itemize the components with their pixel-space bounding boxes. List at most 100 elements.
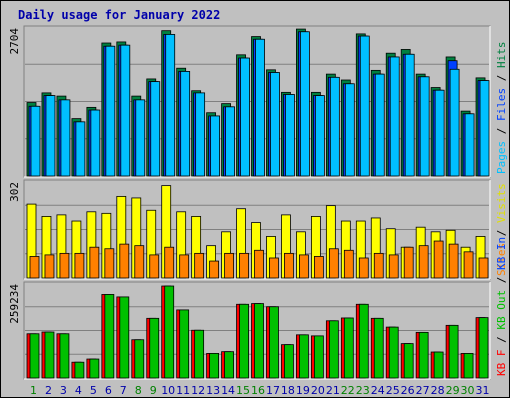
bar-kb-in-out-kb-in <box>194 329 205 379</box>
bar-pages-files-hits-pages <box>300 31 310 177</box>
bar-kb-in-out-kb-in <box>418 331 429 379</box>
legend-pages-files-hits: Pages / Files / Hits <box>495 42 508 175</box>
x-tick-label: 3 <box>60 384 67 397</box>
bar-pages-files-hits-pages <box>240 57 250 177</box>
x-tick-label: 31 <box>476 384 490 397</box>
legend-entry: / <box>495 121 508 141</box>
x-tick-label: 27 <box>416 384 430 397</box>
bar-kb-in-out-kb-in <box>269 306 279 379</box>
x-tick-label: 4 <box>75 384 82 397</box>
x-tick-label: 21 <box>326 384 340 397</box>
x-tick-label: 29 <box>446 384 460 397</box>
x-tick-label: 8 <box>135 384 142 397</box>
x-tick-label: 13 <box>206 384 220 397</box>
x-tick-label: 17 <box>266 384 280 397</box>
x-tick-label: 30 <box>461 384 475 397</box>
bar-visits-sites-sites <box>418 245 429 279</box>
bar-kb-in-out-kb-in <box>403 343 414 379</box>
x-tick-label: 24 <box>371 384 385 397</box>
x-tick-label: 19 <box>296 384 310 397</box>
legend-entry: KB In <box>495 237 508 270</box>
x-tick-label: 25 <box>386 384 400 397</box>
bar-kb-in-out-kb-in <box>74 361 85 379</box>
legend-entry: KB Out <box>495 290 508 330</box>
legend-visits-sites: Sites / Visits <box>495 183 508 276</box>
bar-kb-in-out-kb-in <box>463 353 474 379</box>
bar-kb-in-out-kb-in <box>388 326 399 379</box>
bar-kb-in-out-kb-in <box>44 331 55 379</box>
bar-visits-sites-sites <box>254 249 264 279</box>
legend-entry: / <box>495 270 508 290</box>
bar-kb-in-out-kb-in <box>104 294 115 379</box>
x-tick-label: 9 <box>150 384 157 397</box>
ymax-label-visits-sites: 302 <box>8 182 21 202</box>
x-tick-label: 23 <box>356 384 370 397</box>
bar-kb-in-out-kb-in <box>313 335 324 379</box>
chart-title: Daily usage for January 2022 <box>18 8 221 22</box>
x-tick-label: 6 <box>105 384 112 397</box>
x-tick-label: 14 <box>221 384 235 397</box>
bar-pages-files-hits-pages <box>30 105 41 177</box>
bar-pages-files-hits-pages <box>449 68 460 177</box>
x-tick-label: 12 <box>191 384 205 397</box>
x-tick-label: 5 <box>90 384 97 397</box>
x-tick-label: 1 <box>30 384 37 397</box>
ymax-label-kb-in-out: 259234 <box>8 284 21 324</box>
x-tick-label: 15 <box>236 384 250 397</box>
bar-kb-in-out-kb-in <box>239 303 249 379</box>
bar-pages-files-hits-pages <box>359 35 370 177</box>
bar-visits-sites-sites <box>74 252 85 279</box>
bar-pages-files-hits-pages <box>404 53 415 177</box>
bar-visits-sites-sites <box>239 252 249 279</box>
bar-visits-sites-sites <box>149 254 160 279</box>
bar-pages-files-hits-pages <box>225 106 235 177</box>
legend-entry: Files <box>495 88 508 121</box>
bar-pages-files-hits-pages <box>344 83 355 177</box>
x-tick-label: 16 <box>251 384 265 397</box>
bar-visits-sites-sites <box>463 251 474 279</box>
bar-kb-in-out-kb-in <box>179 309 190 379</box>
ymax-label-pages-files-hits: 2704 <box>8 28 21 55</box>
bar-visits-sites-sites <box>313 256 324 279</box>
bar-kb-in-out-kb-in <box>358 303 369 379</box>
bar-kb-in-out-kb-in <box>89 358 100 379</box>
bar-pages-files-hits-pages <box>479 80 490 177</box>
bar-kb-in-out-kb-in <box>224 351 234 379</box>
bar-kb-in-out-kb-in <box>328 320 339 379</box>
bar-pages-files-hits-pages <box>314 95 325 177</box>
bar-pages-files-hits-pages <box>165 34 176 177</box>
bar-kb-in-out-kb-in <box>478 317 489 379</box>
x-tick-label: 11 <box>176 384 190 397</box>
bar-pages-files-hits-pages <box>255 38 265 177</box>
bar-kb-in-out-kb-in <box>254 303 264 379</box>
bar-visits-sites-sites <box>358 257 369 279</box>
bar-visits-sites-sites <box>44 254 55 279</box>
bar-pages-files-hits-pages <box>270 72 280 177</box>
bar-visits-sites-sites <box>284 252 294 279</box>
bar-visits-sites-sites <box>433 240 444 279</box>
legend-entry: / <box>495 223 508 243</box>
bar-kb-in-out-kb-in <box>59 333 70 379</box>
bar-pages-files-hits-pages <box>45 95 56 177</box>
bar-pages-files-hits-pages <box>180 71 191 177</box>
bar-pages-files-hits-pages <box>285 94 295 177</box>
bar-pages-files-hits-pages <box>135 99 146 177</box>
bar-kb-in-out-kb-in <box>149 317 160 379</box>
bar-pages-files-hits-pages <box>75 121 86 177</box>
bar-pages-files-hits-pages <box>329 76 340 177</box>
bar-pages-files-hits-pages <box>120 44 131 177</box>
bar-visits-sites-sites <box>448 243 459 279</box>
bar-visits-sites-sites <box>328 248 339 279</box>
bar-kb-in-out-kb-in <box>119 296 130 379</box>
legend-entry: Sites <box>495 243 508 276</box>
bar-kb-in-out-kb-in <box>343 317 354 379</box>
legend-entry: Pages <box>495 141 508 174</box>
bar-visits-sites-sites <box>164 246 175 279</box>
bar-visits-sites-sites <box>104 248 115 279</box>
bar-visits-sites-sites <box>209 260 220 279</box>
bar-visits-sites-sites <box>89 246 100 279</box>
x-tick-label: 10 <box>161 384 175 397</box>
bar-kb-in-out-kb-in <box>284 344 294 379</box>
bar-visits-sites-sites <box>388 254 399 279</box>
